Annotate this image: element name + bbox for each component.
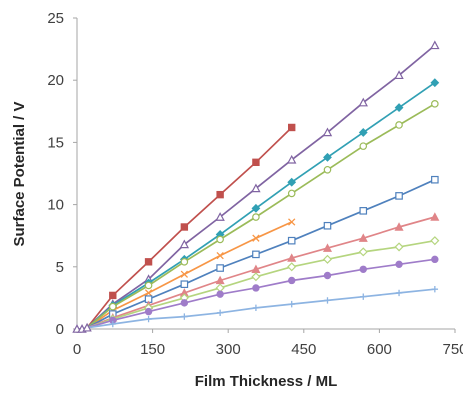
data-point (144, 289, 153, 297)
x-tick-label: 750 (442, 341, 463, 358)
data-point (180, 223, 189, 231)
y-tick-label: 5 (56, 259, 64, 276)
data-point (431, 285, 439, 293)
data-point (323, 221, 332, 230)
data-point (288, 276, 296, 285)
data-point (108, 302, 117, 311)
data-point (288, 300, 295, 308)
data-point (287, 253, 297, 262)
data-point (109, 320, 116, 328)
data-point (360, 293, 367, 300)
y-tick-label: 20 (47, 72, 64, 89)
data-point (430, 212, 440, 221)
data-point (144, 307, 153, 316)
data-point (252, 284, 260, 292)
data-point (394, 242, 404, 252)
data-point (359, 265, 367, 273)
x-tick-label: 600 (367, 341, 392, 358)
data-point (287, 262, 297, 272)
data-point (215, 212, 225, 221)
data-point (322, 243, 333, 252)
data-point (288, 218, 296, 226)
data-point (216, 290, 224, 298)
data-point (394, 222, 404, 231)
data-point (358, 97, 368, 107)
data-point (395, 289, 403, 297)
series-5 (77, 100, 439, 330)
y-tick-label: 0 (56, 321, 64, 338)
data-point (252, 250, 260, 259)
data-point (145, 315, 152, 323)
data-point (358, 128, 368, 137)
data-point (395, 192, 403, 200)
data-point (358, 247, 368, 257)
data-point (82, 322, 92, 332)
y-axis-title: Surface Potential / V (11, 101, 28, 246)
data-point (109, 291, 117, 300)
data-point (251, 272, 261, 282)
data-point (180, 299, 189, 307)
data-point (323, 271, 332, 280)
data-point (252, 304, 260, 312)
tick-labels: 0 150 300 450 600 750 0 5 10 15 20 25 (47, 10, 463, 358)
data-point (323, 165, 332, 174)
series-7 (77, 212, 440, 330)
y-tick-label: 25 (47, 10, 64, 27)
data-point (252, 234, 260, 242)
data-point (251, 183, 261, 193)
x-tick-label: 300 (216, 341, 241, 358)
data-point (395, 121, 403, 129)
data-point (430, 236, 440, 246)
data-point (431, 175, 439, 184)
data-point (322, 127, 333, 137)
series-9 (77, 255, 439, 330)
data-point (394, 70, 404, 80)
data-point (287, 177, 297, 187)
x-tick-label: 150 (140, 341, 165, 358)
data-point (287, 154, 297, 164)
y-tick-label: 15 (47, 134, 64, 151)
data-point (431, 100, 439, 108)
data-point (216, 309, 224, 317)
data-point (395, 260, 403, 269)
data-point (144, 281, 153, 290)
data-point (180, 258, 189, 266)
y-tick-label: 10 (47, 197, 64, 214)
data-point (144, 258, 153, 266)
x-tick-label: 450 (291, 341, 316, 358)
data-point (287, 236, 296, 245)
data-point (216, 264, 224, 272)
data-point (216, 235, 224, 244)
data-point (251, 203, 261, 213)
data-point (180, 280, 189, 289)
data-point (323, 152, 332, 162)
data-point (181, 313, 188, 320)
data-point (394, 103, 404, 112)
data-point (322, 254, 333, 264)
data-point (179, 239, 190, 249)
data-point (252, 158, 260, 167)
axes (76, 18, 455, 330)
data-point (324, 297, 331, 304)
x-axis-title: Film Thickness / ML (195, 373, 338, 390)
data-point (288, 123, 296, 132)
data-point (252, 213, 260, 221)
data-point (430, 40, 440, 50)
data-point (287, 189, 296, 198)
data-point (359, 207, 368, 215)
data-point (180, 270, 189, 278)
series-6 (77, 175, 439, 330)
data-point (359, 142, 368, 150)
data-point (431, 255, 439, 264)
data-point (358, 233, 368, 242)
series-group (72, 40, 440, 333)
data-point (216, 251, 224, 260)
data-point (430, 78, 440, 88)
x-tick-label: 0 (73, 341, 81, 358)
series-10 (77, 285, 439, 330)
origin-points (72, 322, 92, 333)
data-point (216, 190, 224, 199)
